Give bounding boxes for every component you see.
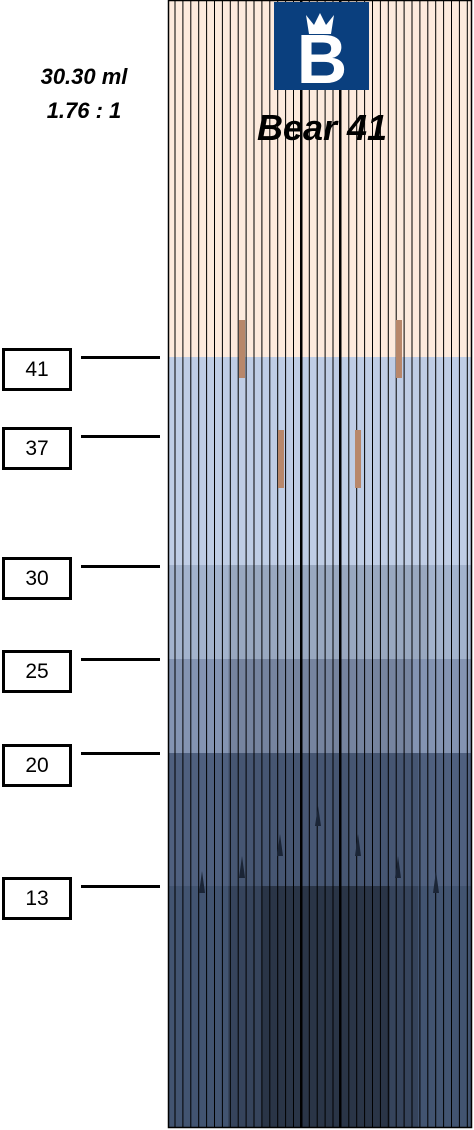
shade-20-inner [228,753,418,886]
tip-mark [315,806,321,826]
thick-divider-lines [300,0,342,1128]
marker-label-20: 20 [2,744,72,787]
thick-line-left [300,0,303,1128]
tip-mark [395,856,401,878]
tip-mark [433,871,439,893]
info-panel: 30.30 ml 1.76 : 1 [0,60,168,128]
accent-mark [278,430,284,488]
thick-line-right [339,0,342,1128]
tip-mark [277,834,283,856]
shade-13-mid [228,886,418,1128]
brand-logo: B [274,2,369,98]
column-border [167,0,473,1129]
tip-mark [199,871,205,893]
marker-line-37 [81,435,160,438]
marker-line-13 [81,885,160,888]
brand-name: Bear 41 [257,107,387,148]
marker-label-25: 25 [2,650,72,693]
marker-label-41: 41 [2,348,72,391]
crown-icon [306,13,334,34]
logo-letter: B [297,20,348,98]
marker-line-20 [81,752,160,755]
color-bands [168,0,472,1128]
marker-label-37: 37 [2,427,72,470]
band-30 [168,565,472,659]
shade-25-inner [228,659,412,753]
marker-label-30: 30 [2,557,72,600]
marker-line-30 [81,565,160,568]
accent-marks [239,320,402,488]
accent-mark [355,430,361,488]
shade-13-core [262,886,390,1128]
tip-mark [355,834,361,856]
band-41 [168,357,472,565]
ratio-text: 1.76 : 1 [46,98,122,123]
band-25 [168,659,472,753]
marker-label-13: 13 [2,877,72,920]
tip-marks [199,806,439,893]
marker-line-41 [81,356,160,359]
accent-mark [396,320,402,378]
shade-30-inner [228,565,428,659]
volume-text: 30.30 ml [40,64,128,89]
tip-mark [239,856,245,878]
band-13 [168,886,472,1128]
marker-line-25 [81,658,160,661]
accent-mark [239,320,245,378]
